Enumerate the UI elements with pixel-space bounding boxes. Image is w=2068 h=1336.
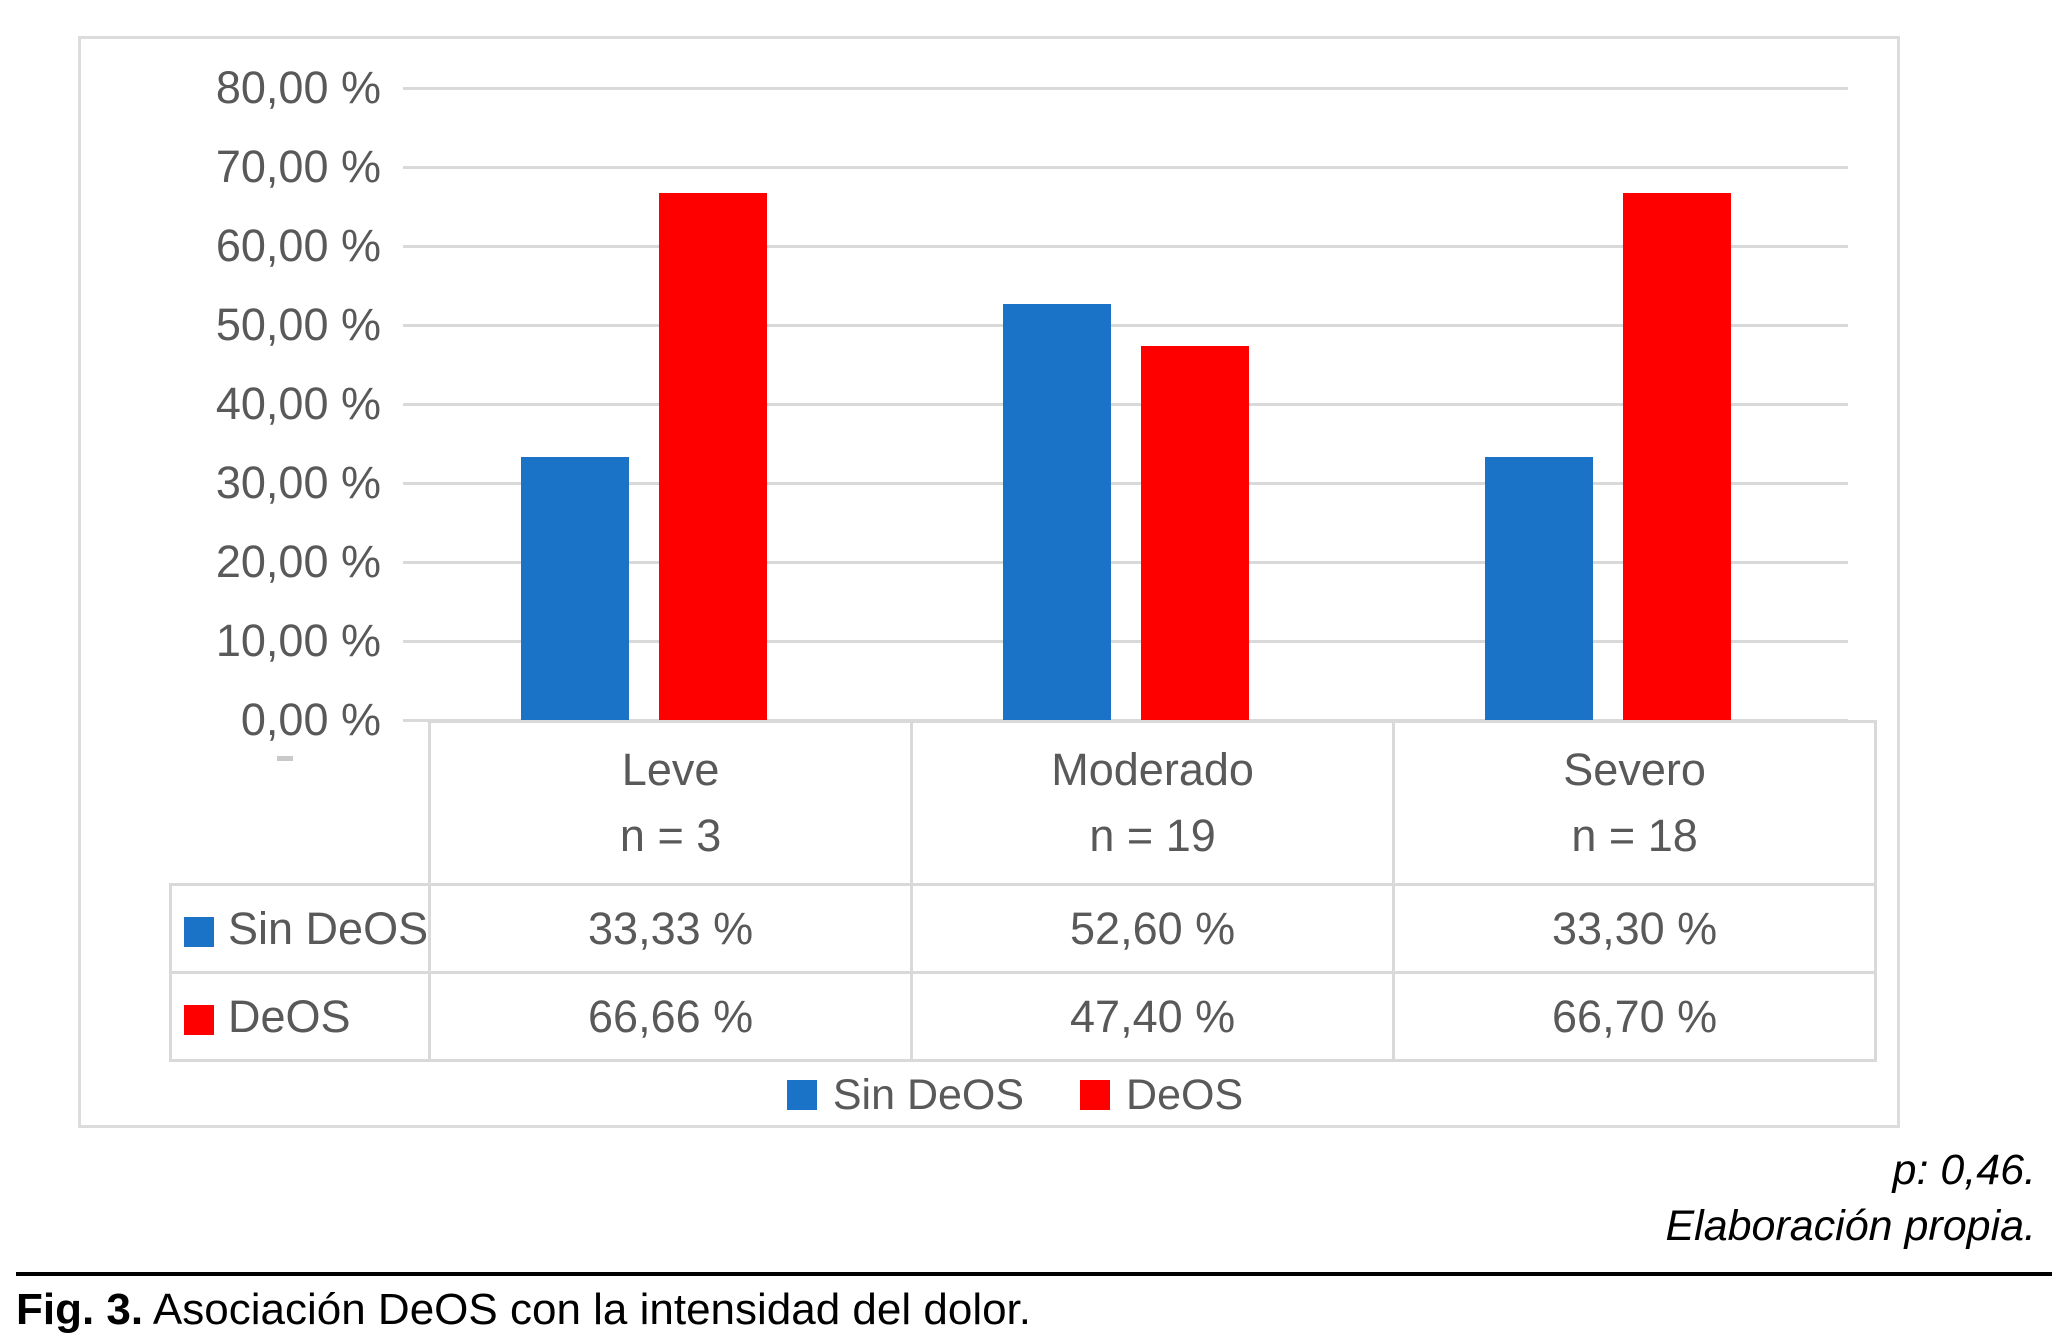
note-source: Elaboración propia.: [1665, 1202, 2036, 1250]
legend-item-sin-deos: Sin DeOS: [786, 1070, 1025, 1120]
category-n-label: n = 18: [1571, 810, 1698, 861]
legend-item-deos: DeOS: [1080, 1071, 1243, 1120]
table-row-sin-deos: Sin DeOS 33,33 % 52,60 % 33,30 %: [168, 883, 1878, 974]
chart-legend: Sin DeOS DeOS: [107, 1065, 1923, 1125]
plot-area: [403, 87, 1848, 722]
gridline: [403, 482, 1848, 485]
category-label: Leve: [621, 744, 720, 795]
bar-sin-deos-severo: [1485, 457, 1593, 720]
note-p-value: p: 0,46.: [1892, 1146, 2036, 1194]
category-label: Severo: [1563, 744, 1706, 795]
axis-tick-mark: [277, 756, 293, 761]
figure-caption: Fig. 3. Asociación DeOS con la intensida…: [16, 1285, 1031, 1335]
data-table: Leve n = 3 Moderado n = 19 Severo n = 18 Sin D…: [168, 720, 1878, 1062]
caption-label: Fig. 3.: [16, 1285, 144, 1334]
bar-sin-deos-leve: [521, 457, 629, 720]
legend-label: Sin DeOS: [832, 1070, 1025, 1119]
caption-rule: [16, 1272, 2052, 1276]
y-axis: 0,00 % 10,00 % 20,00 % 30,00 % 40,00 % 50,00 …: [81, 39, 381, 799]
table-value-sin-deos-severo: 33,30 %: [1392, 883, 1878, 974]
bar-deos-severo: [1623, 193, 1731, 720]
category-n-label: n = 3: [619, 810, 722, 861]
table-value-deos-moderado: 47,40 %: [910, 971, 1396, 1062]
table-category-header-moderado: Moderado n = 19: [910, 720, 1396, 886]
table-category-header-leve: Leve n = 3: [428, 720, 914, 886]
y-axis-tick-label: 10,00 %: [215, 615, 381, 666]
table-value-sin-deos-leve: 33,33 %: [428, 883, 914, 974]
legend-label: DeOS: [1126, 1070, 1244, 1119]
gridline: [403, 245, 1848, 248]
table-value-deos-leve: 66,66 %: [428, 971, 914, 1062]
sin-deos-swatch-icon: [184, 916, 214, 947]
gridline: [403, 87, 1848, 90]
table-value-sin-deos-moderado: 52,60 %: [910, 883, 1396, 974]
y-axis-tick-label: 0,00 %: [240, 694, 381, 745]
bar-deos-moderado: [1141, 346, 1249, 720]
bar-sin-deos-moderado: [1003, 304, 1111, 720]
category-n-label: n = 19: [1089, 810, 1216, 861]
gridline: [403, 719, 1848, 722]
legend-deos-swatch-icon: [1080, 1080, 1111, 1110]
deos-swatch-icon: [184, 1004, 214, 1035]
gridline: [403, 640, 1848, 643]
gridline: [403, 403, 1848, 406]
table-row-deos: DeOS 66,66 % 47,40 % 66,70 %: [168, 971, 1878, 1062]
gridline: [403, 166, 1848, 169]
y-axis-tick-label: 20,00 %: [215, 536, 381, 587]
category-label: Moderado: [1051, 744, 1254, 795]
y-axis-tick-label: 70,00 %: [215, 141, 381, 192]
y-axis-tick-label: 30,00 %: [215, 457, 381, 508]
bar-deos-leve: [659, 193, 767, 720]
y-axis-tick-label: 60,00 %: [215, 220, 381, 271]
caption-text: Asociación DeOS con la intensidad del do…: [143, 1285, 1032, 1334]
legend-sin-deos-swatch-icon: [786, 1080, 817, 1110]
y-axis-tick-label: 40,00 %: [215, 378, 381, 429]
gridline: [403, 324, 1848, 327]
y-axis-tick-label: 50,00 %: [215, 299, 381, 350]
figure-frame: 0,00 % 10,00 % 20,00 % 30,00 % 40,00 % 50,00 …: [78, 36, 1900, 1128]
table-row-label-deos: DeOS: [168, 971, 432, 1062]
y-axis-tick-label: 80,00 %: [215, 62, 381, 113]
table-row-label-sin-deos: Sin DeOS: [168, 883, 432, 974]
table-corner-blank: [171, 722, 430, 885]
gridline: [403, 561, 1848, 564]
table-value-deos-severo: 66,70 %: [1392, 971, 1878, 1062]
table-category-header-severo: Severo n = 18: [1392, 720, 1878, 886]
